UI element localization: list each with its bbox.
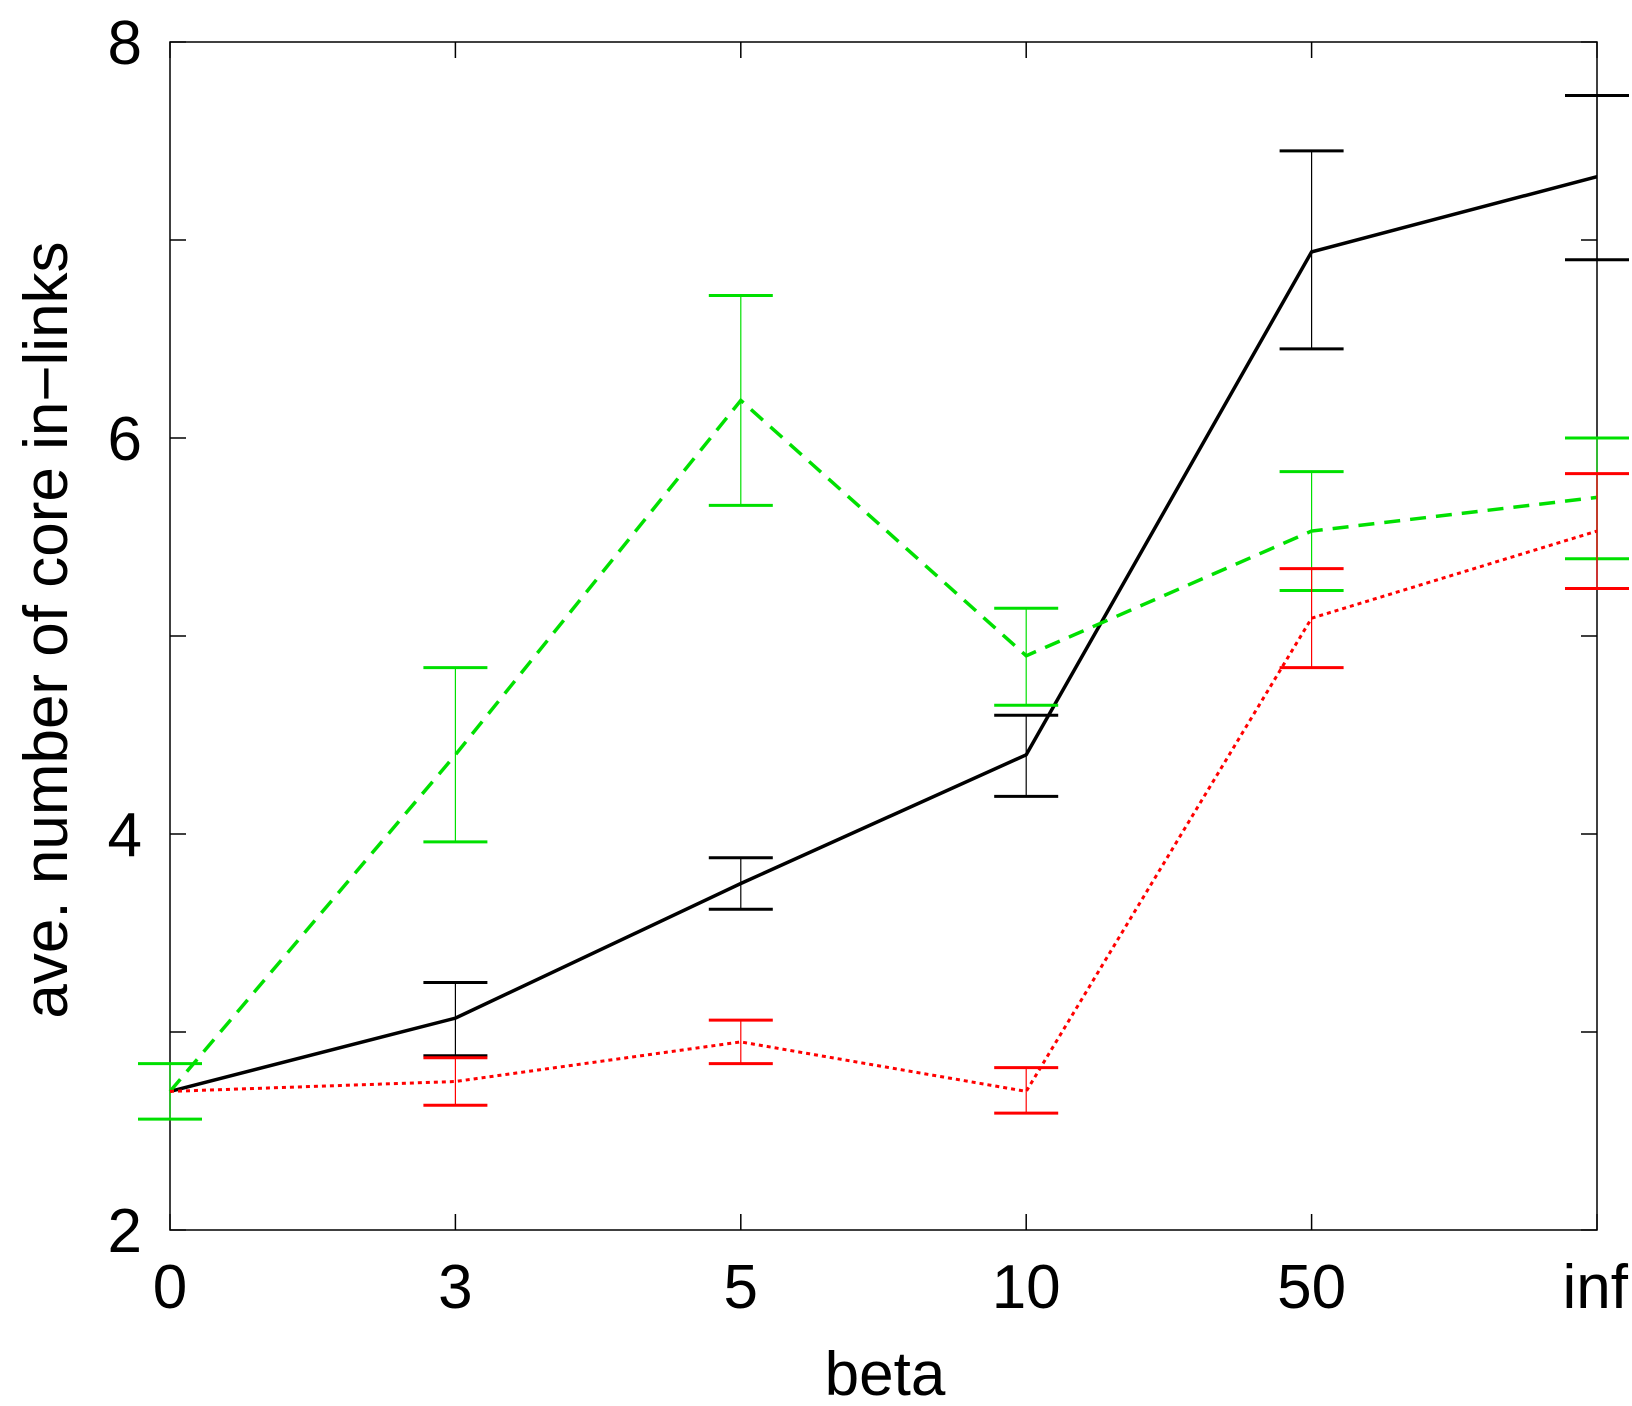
y-tick-label: 4 (108, 801, 142, 870)
x-tick-label: 3 (438, 1253, 472, 1322)
x-tick-label: 0 (153, 1253, 187, 1322)
x-tick-label: 50 (1277, 1253, 1346, 1322)
x-tick-label: 10 (992, 1253, 1061, 1322)
x-tick-label: inf (1563, 1253, 1629, 1322)
series-dashed (138, 293, 1629, 1121)
series-dotted (169, 472, 1629, 1115)
series-line (168, 397, 1598, 1093)
x-axis: 0 3 5 10 50 inf (153, 42, 1629, 1322)
error-bar (423, 1056, 488, 1107)
series-line (169, 529, 1598, 1094)
y-tick-label: 6 (108, 405, 142, 474)
series-layer (138, 93, 1629, 1121)
error-bar (1279, 567, 1344, 670)
series-solid (169, 93, 1629, 1094)
plot-border (169, 41, 1598, 1231)
x-axis-label: beta (825, 1340, 946, 1406)
plot-frame (169, 41, 1598, 1231)
error-bar (1279, 149, 1344, 351)
y-axis: 2 4 6 8 (108, 9, 1597, 1266)
x-tick-label: 5 (724, 1253, 758, 1322)
y-tick-label: 8 (108, 9, 142, 78)
error-bar (423, 666, 488, 844)
y-tick-label: 2 (108, 1197, 142, 1266)
error-bar (708, 1018, 773, 1066)
y-axis-label: ave. number of core in−links (12, 241, 81, 1018)
series-line (169, 174, 1598, 1094)
